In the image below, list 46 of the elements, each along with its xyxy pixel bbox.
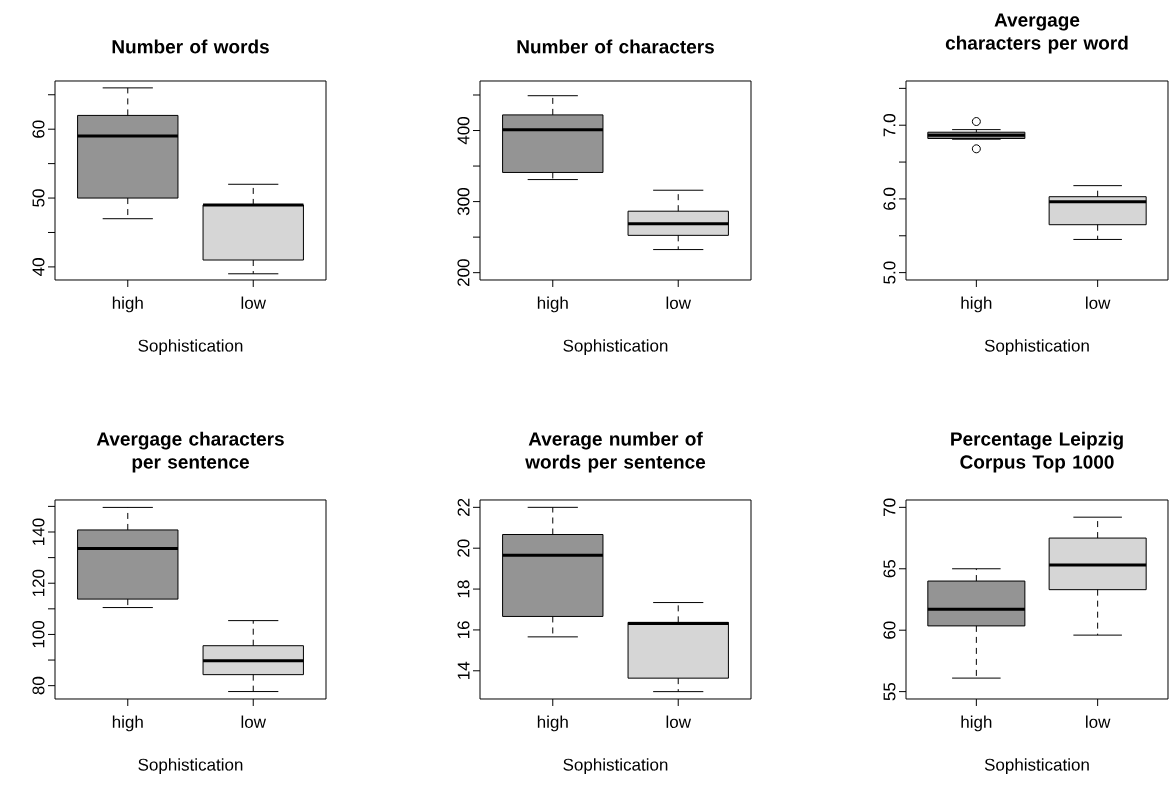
chart-title: Number of words: [112, 39, 269, 54]
y-tick-label: 60: [883, 621, 896, 639]
y-tick-label: 18: [457, 580, 470, 598]
y-tick-label: 5.0: [883, 261, 896, 284]
x-axis-title: Sophistication: [138, 758, 243, 775]
chart-title: Percentage Leipzig Corpus Top 1000: [951, 431, 1123, 473]
y-tick-label: 40: [32, 258, 45, 276]
y-tick-label: 80: [32, 676, 45, 695]
y-tick-label: 14: [457, 661, 470, 679]
x-tick-label: high: [961, 296, 992, 313]
y-tick-label: 16: [457, 621, 470, 639]
y-tick-label: 7.0: [883, 114, 896, 137]
x-axis-title: Sophistication: [563, 339, 668, 356]
chart-title: Avergage characters per word: [945, 13, 1128, 54]
x-tick-label: high: [112, 296, 143, 313]
x-tick-label: high: [112, 715, 143, 732]
y-tick-label: 50: [32, 189, 45, 207]
y-tick-label: 300: [457, 188, 470, 216]
x-axis-title: Sophistication: [138, 339, 243, 356]
x-axis-title: Sophistication: [984, 339, 1089, 356]
y-tick-label: 200: [457, 259, 470, 286]
y-tick-label: 60: [32, 120, 45, 138]
chart-title: Avergage characters per sentence: [96, 431, 284, 473]
y-tick-label: 140: [32, 518, 45, 545]
x-tick-label: low: [241, 296, 267, 310]
chart-title: Number of characters: [517, 39, 714, 54]
y-tick-label: 400: [457, 117, 470, 145]
x-axis-title: Sophistication: [563, 758, 668, 775]
y-tick-label: 70: [883, 498, 896, 516]
y-tick-label: 100: [32, 620, 45, 648]
x-tick-label: low: [666, 296, 692, 310]
y-tick-label: 120: [32, 569, 45, 597]
y-tick-label: 22: [457, 498, 470, 516]
x-tick-label: low: [666, 715, 692, 729]
x-tick-label: high: [537, 715, 568, 732]
x-tick-label: high: [537, 296, 568, 313]
chart-title: Average number of words per sentence: [525, 431, 706, 473]
x-tick-label: low: [1086, 296, 1111, 310]
x-tick-label: high: [961, 715, 992, 732]
y-tick-label: 6.0: [883, 187, 896, 210]
x-tick-label: low: [1086, 715, 1111, 729]
x-tick-label: low: [241, 715, 267, 729]
x-axis-title: Sophistication: [984, 758, 1089, 775]
y-tick-label: 55: [883, 682, 896, 701]
y-tick-label: 20: [457, 539, 470, 557]
y-tick-label: 65: [883, 560, 896, 578]
